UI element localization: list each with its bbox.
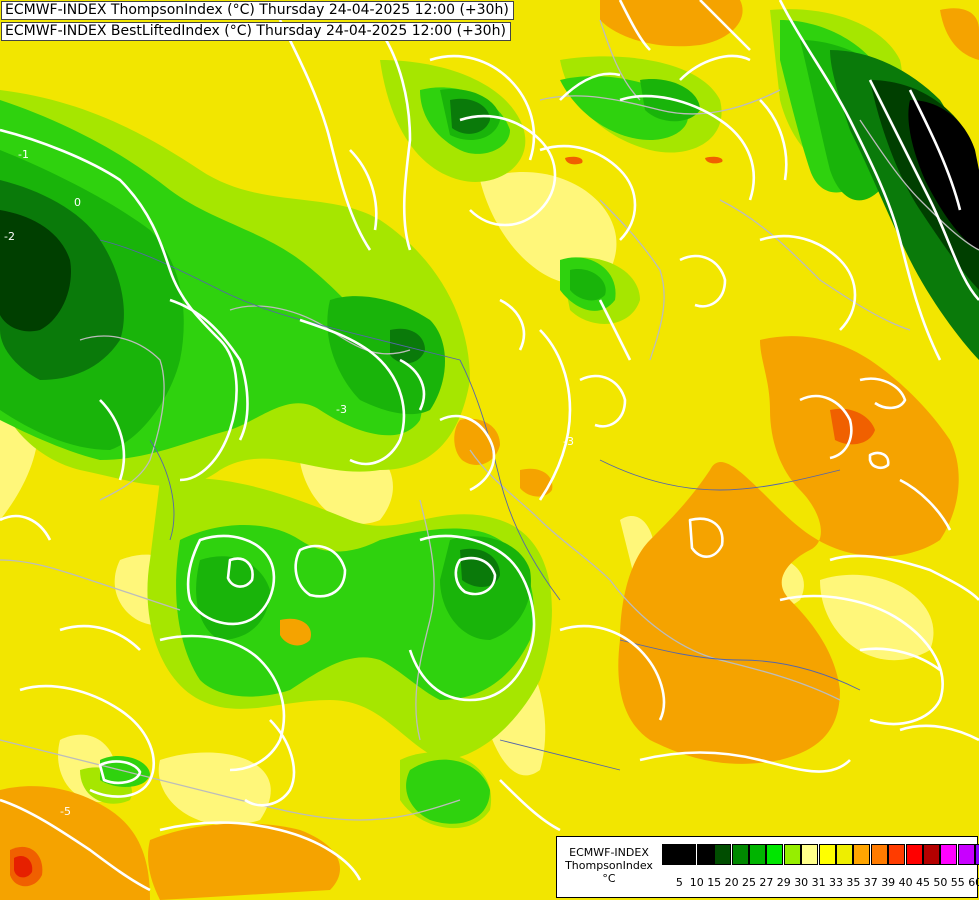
color-legend: ECMWF-INDEX ThompsonIndex °C 5 10 15 20 25 27… bbox=[556, 836, 979, 898]
black-region bbox=[908, 100, 979, 250]
legend-tick-label: 20 bbox=[724, 876, 739, 889]
legend-tick-label: 50 bbox=[933, 876, 948, 889]
legend-tick-label: 45 bbox=[916, 876, 930, 889]
legend-swatch bbox=[836, 844, 853, 865]
legend-tick-label: 55 bbox=[950, 876, 965, 889]
legend-swatch bbox=[905, 844, 923, 865]
legend-swatch bbox=[940, 844, 958, 865]
legend-swatch bbox=[801, 844, 819, 865]
legend-tick-label: 33 bbox=[829, 876, 843, 889]
legend-swatch bbox=[853, 844, 871, 865]
legend-swatch bbox=[731, 844, 749, 865]
legend-title-variable: ThompsonIndex bbox=[565, 859, 653, 872]
contour-label: 0 bbox=[74, 196, 81, 209]
legend-swatch bbox=[662, 844, 679, 865]
legend-swatch bbox=[696, 844, 714, 865]
legend-tick-label: 60 bbox=[968, 876, 979, 889]
contour-label: -3 bbox=[336, 403, 347, 416]
legend-tick-label: 30 bbox=[794, 876, 809, 889]
contour-label: -3 bbox=[563, 435, 574, 448]
legend-swatch bbox=[870, 844, 888, 865]
legend-tick-label: 15 bbox=[707, 876, 722, 889]
rivers bbox=[99, 239, 861, 771]
legend-swatch bbox=[783, 844, 801, 865]
legend-unit: °C bbox=[602, 872, 616, 885]
legend-swatch bbox=[975, 844, 979, 865]
contour-label: -1 bbox=[18, 148, 29, 161]
legend-swatch bbox=[679, 844, 697, 865]
legend-swatch bbox=[749, 844, 766, 865]
legend-swatch bbox=[714, 844, 732, 865]
legend-tick-label: 25 bbox=[742, 876, 756, 889]
legend-swatch bbox=[818, 844, 836, 865]
legend-tick-label: 39 bbox=[881, 876, 896, 889]
legend-swatch bbox=[957, 844, 975, 865]
legend-tick-label: 31 bbox=[811, 876, 826, 889]
legend-tick-label: 5 bbox=[675, 876, 683, 889]
contour-labels: -1 0 -2 -3 -3 -5 bbox=[4, 148, 574, 818]
legend-swatch bbox=[888, 844, 906, 865]
legend-tick-label: 27 bbox=[759, 876, 774, 889]
legend-tick-label: 35 bbox=[846, 876, 861, 889]
legend-swatch bbox=[766, 844, 784, 865]
map-title-thompson-index: ECMWF-INDEX ThompsonIndex (°C) Thursday … bbox=[1, 1, 514, 20]
legend-tick-label: 40 bbox=[898, 876, 913, 889]
legend-swatch bbox=[923, 844, 940, 865]
legend-tick-label: 10 bbox=[689, 876, 704, 889]
contour-label: -5 bbox=[60, 805, 71, 818]
legend-title-model: ECMWF-INDEX bbox=[569, 846, 649, 859]
map-title-best-lifted-index: ECMWF-INDEX BestLiftedIndex (°C) Thursda… bbox=[1, 22, 511, 41]
legend-tick-label: 29 bbox=[776, 876, 791, 889]
red-region bbox=[14, 855, 33, 878]
legend-title: ECMWF-INDEX ThompsonIndex °C bbox=[561, 846, 657, 885]
contour-label: -2 bbox=[4, 230, 15, 243]
legend-tick-label: 37 bbox=[863, 876, 878, 889]
